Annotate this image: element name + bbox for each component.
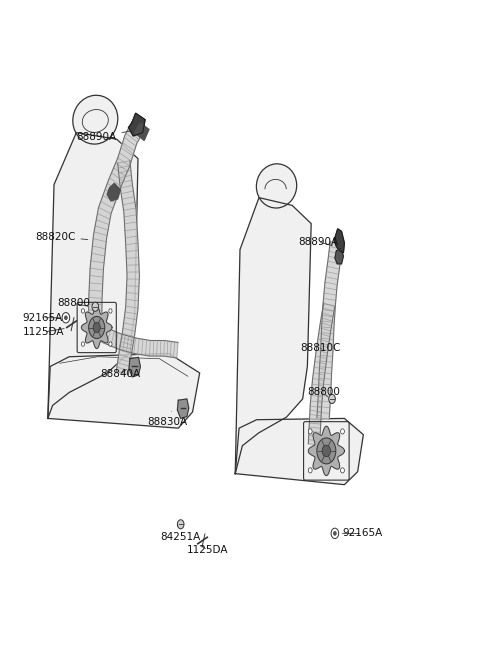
Polygon shape [82, 307, 112, 348]
Circle shape [89, 316, 105, 339]
Circle shape [322, 445, 331, 457]
Circle shape [341, 429, 344, 434]
Circle shape [178, 519, 184, 529]
Polygon shape [48, 133, 138, 419]
Circle shape [82, 309, 84, 313]
Circle shape [341, 468, 344, 473]
Ellipse shape [256, 164, 297, 208]
Text: 1125DA: 1125DA [187, 545, 228, 555]
Polygon shape [235, 198, 311, 474]
Text: 88890A: 88890A [76, 131, 130, 142]
Text: 88800: 88800 [57, 299, 90, 309]
Polygon shape [178, 399, 189, 419]
Text: 88830A: 88830A [147, 411, 188, 426]
Circle shape [317, 438, 336, 464]
Circle shape [92, 302, 98, 311]
Text: 88890A: 88890A [298, 236, 338, 247]
Text: 92165A: 92165A [23, 312, 63, 323]
Circle shape [62, 312, 70, 323]
Polygon shape [308, 426, 344, 476]
Circle shape [82, 342, 84, 346]
Text: 88820C: 88820C [35, 232, 88, 242]
Polygon shape [317, 242, 342, 419]
Text: 88840A: 88840A [100, 369, 140, 379]
Polygon shape [334, 229, 344, 253]
Circle shape [334, 531, 336, 535]
Circle shape [329, 394, 336, 403]
Polygon shape [107, 183, 120, 201]
Polygon shape [235, 419, 363, 485]
Text: 1125DA: 1125DA [23, 327, 64, 337]
Polygon shape [116, 160, 139, 375]
Circle shape [308, 468, 312, 473]
Polygon shape [89, 121, 144, 328]
Text: 88810C: 88810C [301, 343, 341, 353]
Polygon shape [335, 248, 343, 264]
Circle shape [64, 316, 67, 320]
Polygon shape [92, 321, 178, 358]
Circle shape [93, 322, 100, 333]
Ellipse shape [73, 95, 118, 144]
Polygon shape [135, 123, 149, 140]
Polygon shape [308, 303, 335, 445]
Text: 84251A: 84251A [160, 524, 201, 542]
Polygon shape [48, 354, 200, 428]
Circle shape [308, 429, 312, 434]
Circle shape [331, 528, 339, 538]
Text: 92165A: 92165A [342, 529, 382, 538]
Polygon shape [129, 113, 145, 136]
Text: 88800: 88800 [307, 388, 340, 398]
Circle shape [109, 309, 112, 313]
Circle shape [109, 342, 112, 346]
Polygon shape [129, 358, 140, 377]
